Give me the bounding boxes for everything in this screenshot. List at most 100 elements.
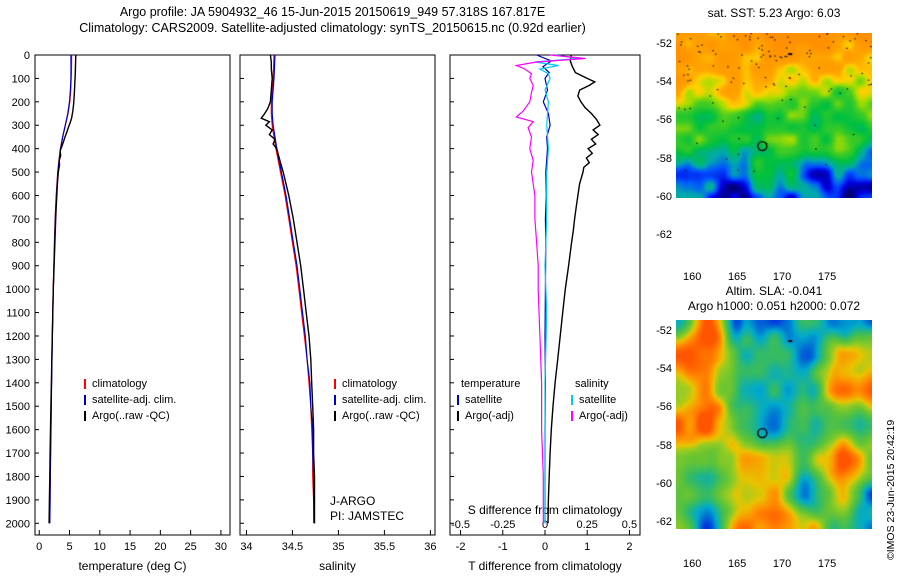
lon-tick-label: 165: [727, 271, 747, 283]
salinity-profile-svg: 34 34.5 35 35.5 36 salinity climatology satelli…: [239, 54, 437, 573]
sst-map-title: sat. SST: 5.23 Argo: 6.03: [707, 6, 841, 20]
x-tick-label: 25: [185, 541, 197, 553]
x-tick-label: 30: [215, 541, 227, 553]
page-subtitle: Climatology: CARS2009. Satellite-adjuste…: [79, 21, 586, 35]
lat-tick-label: -62: [656, 229, 672, 242]
x-tick-label: 15: [124, 541, 136, 553]
y-tick-label: 1300: [6, 354, 30, 366]
imos-watermark: ©IMOS 23-Jun-2015 20:42:19: [885, 419, 897, 560]
series-argo-raw-qc-: [48, 54, 77, 524]
x-tick-label: -2: [456, 541, 466, 553]
salinity-profile-panel: 34 34.5 35 35.5 36 salinity climatology satelli…: [206, 43, 449, 580]
lat-tick-label: -52: [656, 37, 672, 50]
lat-tick-label: -52: [656, 324, 672, 337]
x-tick-label: 20: [154, 541, 166, 553]
y-tick-label: 400: [12, 144, 30, 156]
x-axis-label: salinity: [319, 559, 356, 573]
y-tick-label: 1800: [6, 471, 30, 483]
series-t-argo-adj-: [547, 54, 601, 524]
lat-tick-label: -60: [656, 190, 672, 203]
temperature-profile-svg: 0 5 10 15 20 25 300100200300400500600700800900…: [6, 50, 231, 573]
y-tick-label: 800: [12, 237, 30, 249]
sla-map: -52 -54 -56 -58 -60 -62 160 165 170 175: [638, 320, 872, 578]
temperature-profile-panel: 0 5 10 15 20 25 30 0 100 200 300 400 500 600 700 800 900…: [1, 43, 244, 580]
legend-label: satellite-adj. clim.: [342, 394, 426, 406]
y-tick-label: 2000: [6, 518, 30, 530]
lat-tick-label: -56: [656, 114, 672, 127]
x-tick-label: 34: [240, 541, 252, 553]
axes-box: [34, 54, 231, 536]
y-tick-label: 0: [24, 50, 30, 62]
lon-tick-label: 175: [817, 271, 837, 283]
lat-tick-label: -62: [656, 516, 672, 529]
y-tick-label: 200: [12, 97, 30, 109]
legend-label: Argo(..raw -QC): [342, 410, 420, 422]
lat-tick-label: -60: [656, 477, 672, 490]
lat-tick-label: -56: [656, 401, 672, 414]
x-tick-label: 2: [626, 541, 632, 553]
x-tick-label: 34.5: [282, 541, 303, 553]
axes-box: [239, 54, 436, 536]
y-tick-label: 700: [12, 214, 30, 226]
lat-tick-label: -58: [656, 152, 672, 165]
x-tick-label: 36: [424, 541, 436, 553]
series-s-satellite: [534, 54, 579, 524]
page-title: Argo profile: JA 5904932_46 15-Jun-2015 …: [119, 5, 546, 19]
series-satellite-adj-clim-: [271, 54, 316, 524]
legend-label: Argo(-adj): [465, 410, 514, 422]
x-tick-label: 35: [332, 541, 344, 553]
x-axis-label: T difference from climatology: [468, 559, 622, 573]
y-tick-label: 1000: [6, 284, 30, 296]
x-tick-label: 5: [66, 541, 72, 553]
x-axis-label: temperature (deg C): [78, 559, 186, 573]
x-tick-label: 35.5: [374, 541, 395, 553]
x-tick-label: 0: [542, 541, 548, 553]
lon-tick-label: 160: [682, 271, 702, 283]
y-tick-label: 900: [12, 261, 30, 273]
legend-label: satellite: [465, 394, 502, 406]
sst-map-image: [676, 33, 872, 198]
x-tick-label: 0: [36, 541, 42, 553]
lon-tick-label: 170: [772, 558, 792, 570]
x2-tick-label: 0: [542, 519, 548, 531]
legend-label: satellite-adj. clim.: [92, 394, 176, 406]
legend-header: temperature: [461, 378, 520, 390]
x-tick-label: 10: [94, 541, 106, 553]
y-tick-label: 600: [12, 190, 30, 202]
series-s-argo-adj-: [514, 54, 586, 524]
lat-tick-label: -54: [656, 362, 672, 375]
series-climatology: [270, 54, 315, 524]
legend-label: climatology: [92, 378, 148, 390]
lat-tick-label: -58: [656, 439, 672, 452]
series-argo-raw-qc-: [260, 54, 316, 524]
sla-map-title: Altim. SLA: -0.041: [725, 284, 823, 298]
y-tick-label: 300: [12, 120, 30, 132]
legend-header: salinity: [575, 378, 609, 390]
series-t-satellite: [536, 54, 553, 524]
y-tick-label: 1500: [6, 401, 30, 413]
x2-tick-label: 0.25: [577, 519, 598, 531]
x2-tick-label: -0.25: [490, 519, 515, 531]
x-tick-label: -1: [498, 541, 508, 553]
sla-map-subtitle: Argo h1000: 0.051 h2000: 0.072: [687, 299, 861, 313]
y-tick-label: 1900: [6, 495, 30, 507]
sst-map: -52 -54 -56 -58 -60 -62 160 165 170 175: [638, 33, 872, 291]
annotation: J-ARGO: [330, 494, 375, 508]
legend-label: satellite: [579, 394, 616, 406]
y-tick-label: 100: [12, 73, 30, 85]
y-tick-label: 1100: [6, 308, 30, 320]
y-tick-label: 1700: [6, 448, 30, 460]
lat-tick-label: -54: [656, 75, 672, 88]
x2-tick-label: 0.5: [622, 519, 637, 531]
lon-tick-label: 170: [772, 271, 792, 283]
x-tick-label: 1: [584, 541, 590, 553]
y-tick-label: 500: [12, 167, 30, 179]
lon-tick-label: 160: [682, 558, 702, 570]
y-tick-label: 1400: [6, 378, 30, 390]
sla-map-image: [676, 320, 872, 529]
x2-tick-label: -0.5: [451, 519, 470, 531]
lon-tick-label: 165: [727, 558, 747, 570]
legend-label: climatology: [342, 378, 398, 390]
